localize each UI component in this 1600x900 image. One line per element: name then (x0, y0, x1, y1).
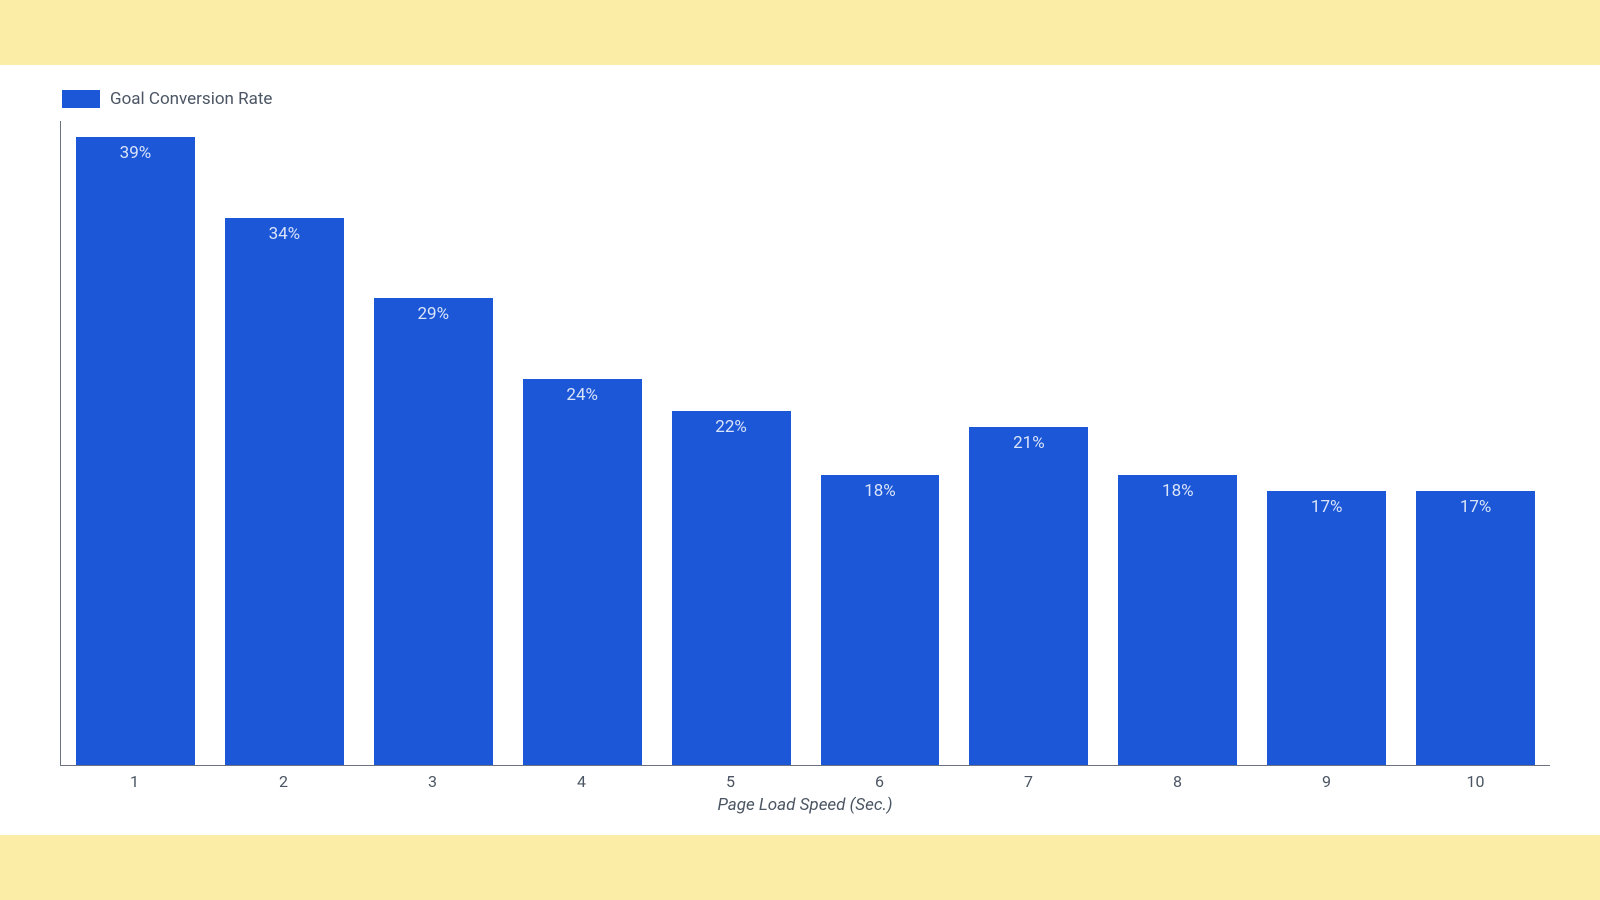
x-tick: 7 (969, 772, 1088, 791)
bar: 29% (374, 298, 493, 765)
x-tick: 3 (373, 772, 492, 791)
outer-background: Goal Conversion Rate 39% 34% 29% 24% 22% 18% 2… (0, 0, 1600, 900)
x-tick: 6 (820, 772, 939, 791)
x-tick: 1 (75, 772, 194, 791)
bars-container: 39% 34% 29% 24% 22% 18% 21% 18% 17% 17% (61, 121, 1550, 765)
x-tick: 4 (522, 772, 641, 791)
legend-swatch (62, 90, 100, 108)
bar-value-label: 34% (269, 224, 301, 244)
x-tick: 5 (671, 772, 790, 791)
bar-value-label: 17% (1460, 497, 1492, 517)
legend: Goal Conversion Rate (62, 89, 1550, 109)
bar: 17% (1267, 491, 1386, 765)
x-tick: 8 (1118, 772, 1237, 791)
x-tick: 2 (224, 772, 343, 791)
bar: 18% (821, 475, 940, 765)
bar-value-label: 18% (864, 481, 896, 501)
x-axis-label: Page Load Speed (Sec.) (60, 795, 1550, 815)
bar: 34% (225, 218, 344, 765)
bar-value-label: 24% (566, 385, 598, 405)
x-ticks: 1 2 3 4 5 6 7 8 9 10 (60, 772, 1550, 791)
x-tick: 10 (1416, 772, 1535, 791)
bar-value-label: 22% (715, 417, 747, 437)
chart-panel: Goal Conversion Rate 39% 34% 29% 24% 22% 18% 2… (0, 65, 1600, 835)
bar: 24% (523, 379, 642, 765)
bar-value-label: 18% (1162, 481, 1194, 501)
plot-area: 39% 34% 29% 24% 22% 18% 21% 18% 17% 17% (60, 121, 1550, 766)
bar: 22% (672, 411, 791, 765)
bar-value-label: 17% (1311, 497, 1343, 517)
bar: 18% (1118, 475, 1237, 765)
x-tick: 9 (1267, 772, 1386, 791)
bar-value-label: 21% (1013, 433, 1045, 453)
bar-value-label: 29% (417, 304, 449, 324)
bar: 21% (969, 427, 1088, 765)
bar: 17% (1416, 491, 1535, 765)
bar-value-label: 39% (120, 143, 152, 163)
legend-label: Goal Conversion Rate (110, 89, 272, 109)
bar: 39% (76, 137, 195, 765)
